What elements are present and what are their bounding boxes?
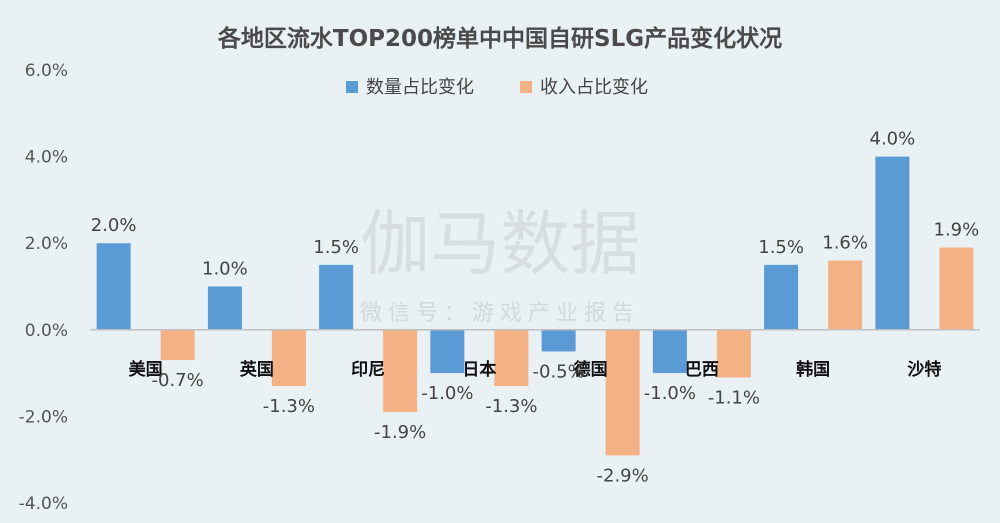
data-label: -1.3% [263,396,315,417]
watermark-main: 伽马数据 [360,203,640,285]
data-label: -0.5% [533,361,585,382]
data-label: -1.0% [421,383,473,404]
category-label: 巴西 [685,360,719,380]
count-share-bar [96,243,131,330]
category-label: 美国 [129,359,163,380]
count-share-bar [764,264,799,330]
count-share-bar [541,329,576,352]
data-label: 1.5% [758,237,804,258]
data-label: 1.5% [313,237,359,258]
data-label: 1.0% [202,259,248,280]
revenue-share-bar [716,329,751,378]
revenue-share-bar [828,260,863,330]
revenue-share-bar [939,247,974,330]
y-tick-label: 6.0% [25,61,68,81]
revenue-share-bar [494,329,529,387]
revenue-share-bar [383,329,418,413]
legend-label: 收入占比变化 [540,77,648,98]
category-label: 德国 [574,359,608,380]
y-tick-label: 2.0% [25,234,68,254]
count-share-bar [652,329,687,374]
data-label: 2.0% [91,215,137,236]
data-labels: 2.0% -0.7% 1.0% -1.3% 1.5% -1.9% -1.0% -1.3% -0.… [91,129,979,487]
legend: 数量占比变化 收入占比变化 [346,77,648,98]
count-share-bar [430,329,465,374]
data-label: 1.6% [822,233,868,254]
bars [96,156,974,456]
category-label: 英国 [240,359,274,380]
data-label: -0.7% [152,370,204,391]
category-label: 沙特 [907,359,941,380]
data-label: -2.9% [597,465,649,486]
legend-swatch [520,81,532,93]
data-label: 4.0% [870,129,916,150]
y-tick-label: -4.0% [19,494,68,514]
data-label: -1.1% [708,387,760,408]
category-label: 日本 [462,359,496,380]
data-label: -1.9% [374,422,426,443]
category-label: 印尼 [351,360,385,380]
watermark-sub: 微信号：游戏产业报告 [360,301,640,326]
revenue-share-bar [160,329,195,361]
category-labels: 美国 英国 印尼 日本 德国 巴西 韩国 沙特 [129,359,942,380]
y-tick-label: -2.0% [19,407,68,427]
revenue-share-bar [605,329,640,456]
y-tick-label: 0.0% [25,321,68,341]
data-label: -1.3% [485,396,537,417]
y-tick-label: 4.0% [25,148,68,168]
legend-swatch [346,81,358,93]
category-label: 韩国 [796,359,830,380]
legend-label: 数量占比变化 [366,77,474,98]
watermark: 伽马数据 微信号：游戏产业报告 [360,203,640,326]
count-share-bar [319,264,354,330]
count-share-bar [207,286,242,330]
count-share-bar [875,156,910,330]
data-label: 1.9% [934,220,980,241]
y-axis: 6.0% 4.0% 2.0% 0.0% -2.0% -4.0% [19,61,68,514]
data-label: -1.0% [644,383,696,404]
revenue-share-bar [271,329,306,387]
chart-title: 各地区流水TOP200榜单中中国自研SLG产品变化状况 [217,25,782,52]
